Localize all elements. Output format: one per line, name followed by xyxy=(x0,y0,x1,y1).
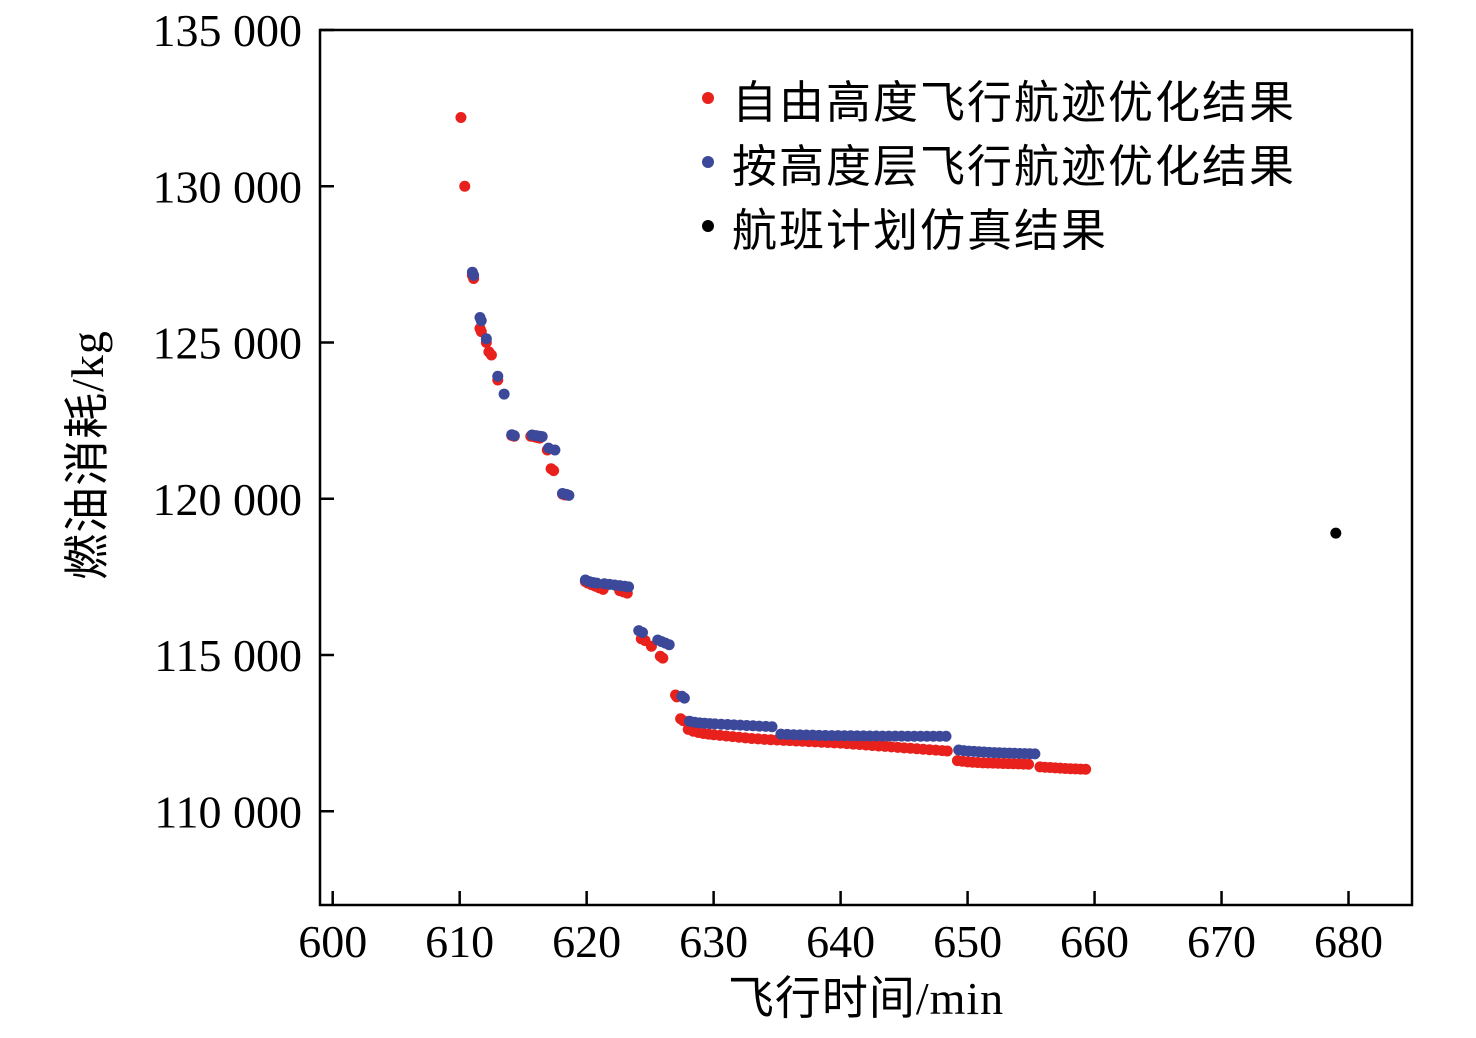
data-point-series-0 xyxy=(1023,758,1035,770)
legend-item-flight-level: 按高度层飞行航迹优化结果 xyxy=(702,130,1296,194)
data-point-series-0 xyxy=(941,745,953,757)
x-tick-label: 600 xyxy=(298,916,367,967)
data-point-series-1 xyxy=(766,721,778,733)
data-point-series-1 xyxy=(549,444,561,456)
x-tick-label: 680 xyxy=(1314,916,1383,967)
data-point-series-0 xyxy=(1080,763,1092,775)
x-tick-label: 660 xyxy=(1060,916,1129,967)
red-dot-icon xyxy=(702,92,714,104)
y-tick-label: 110 000 xyxy=(154,786,302,837)
data-point-series-1 xyxy=(508,430,520,442)
legend-label: 航班计划仿真结果 xyxy=(732,205,1109,256)
y-tick-label: 130 000 xyxy=(153,161,303,212)
data-point-series-1 xyxy=(623,581,635,593)
y-tick-label: 135 000 xyxy=(153,5,303,56)
data-point-series-1 xyxy=(498,388,510,400)
x-tick-label: 620 xyxy=(552,916,621,967)
data-point-series-2 xyxy=(1330,527,1342,539)
y-axis-label: 燃油消耗/kg xyxy=(62,330,113,580)
data-point-series-0 xyxy=(485,349,497,361)
x-tick-label: 650 xyxy=(933,916,1002,967)
y-tick-label: 115 000 xyxy=(154,630,302,681)
black-dot-icon xyxy=(702,220,714,232)
data-point-series-1 xyxy=(468,269,480,281)
data-point-series-1 xyxy=(536,431,548,443)
y-tick-label: 120 000 xyxy=(153,474,303,525)
x-tick-label: 640 xyxy=(806,916,875,967)
x-tick-label: 670 xyxy=(1187,916,1256,967)
legend-item-flight-plan: 航班计划仿真结果 xyxy=(702,194,1296,258)
blue-dot-icon xyxy=(702,156,714,168)
plot-frame xyxy=(318,28,1414,907)
data-point-series-1 xyxy=(663,639,675,651)
data-point-series-1 xyxy=(940,730,952,742)
chart-legend: 自由高度飞行航迹优化结果 按高度层飞行航迹优化结果 航班计划仿真结果 xyxy=(702,66,1296,258)
data-point-series-1 xyxy=(563,489,575,501)
data-point-series-1 xyxy=(475,315,487,327)
data-point-series-0 xyxy=(455,112,467,123)
data-point-series-1 xyxy=(1029,748,1041,760)
legend-label: 按高度层飞行航迹优化结果 xyxy=(732,141,1297,192)
data-point-series-0 xyxy=(459,180,471,192)
x-tick-label: 610 xyxy=(425,916,494,967)
data-point-series-1 xyxy=(637,627,649,638)
data-point-series-1 xyxy=(480,333,492,345)
legend-item-free-altitude: 自由高度飞行航迹优化结果 xyxy=(702,66,1296,130)
data-point-series-0 xyxy=(548,465,560,477)
legend-label: 自由高度飞行航迹优化结果 xyxy=(732,77,1297,128)
data-point-series-0 xyxy=(657,652,669,664)
x-axis-label: 飞行时间/min xyxy=(727,973,1005,1024)
data-point-series-1 xyxy=(492,370,504,382)
y-tick-label: 125 000 xyxy=(153,318,303,369)
data-point-series-1 xyxy=(678,692,690,704)
x-tick-label: 630 xyxy=(679,916,748,967)
